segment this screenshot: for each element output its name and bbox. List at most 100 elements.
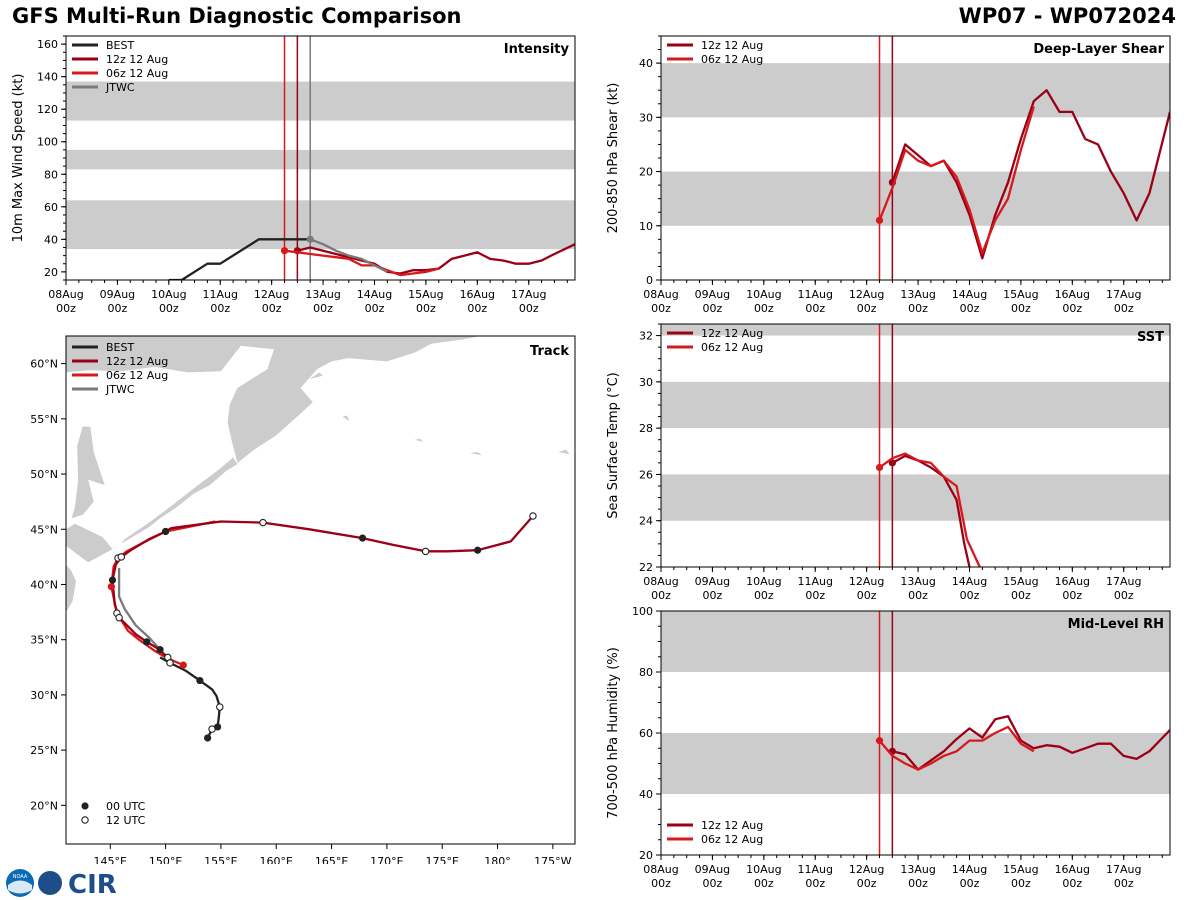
x-tick-label: 14Aug 00z — [952, 863, 987, 890]
y-tick-label: 40 — [44, 233, 58, 246]
tracks-group — [107, 512, 537, 742]
x-tick-date: 16Aug — [1055, 863, 1090, 876]
y-tick-label: 20 — [639, 166, 653, 179]
track-line-run06z — [110, 520, 216, 667]
x-tick-hour: 00z — [416, 302, 436, 315]
track-marker-00utc — [161, 527, 170, 536]
track-line-jtwc — [117, 567, 161, 651]
legend-label: 12z 12 Aug — [701, 327, 763, 340]
landmass — [66, 336, 481, 463]
threshold-band — [661, 171, 1170, 226]
x-tick-label: 14Aug 00z — [357, 288, 392, 315]
track-marker-12utc — [117, 553, 126, 561]
cira-logo-text: CIRA — [68, 870, 116, 900]
x-tick-date: 17Aug — [1106, 863, 1141, 876]
x-tick-hour: 00z — [960, 589, 980, 602]
x-tick-date: 13Aug — [305, 288, 340, 301]
x-tick-label: 12Aug 00z — [254, 288, 289, 315]
y-tick-label: 100 — [37, 136, 58, 149]
x-tick-label: 15Aug 00z — [1003, 863, 1038, 890]
x-tick-hour: 00z — [857, 589, 877, 602]
series-start-marker — [888, 459, 896, 467]
series-line-run12z — [891, 454, 971, 567]
land-group — [66, 336, 570, 613]
threshold-band — [661, 733, 1170, 794]
track-marker-00utc — [196, 676, 204, 685]
x-tick-date: 16Aug — [1055, 575, 1090, 588]
panel-title: Track — [530, 344, 569, 359]
x-tick-hour: 00z — [857, 877, 877, 890]
x-tick-date: 14Aug — [952, 863, 987, 876]
x-tick-date: 12Aug — [254, 288, 289, 301]
figure-title: GFS Multi-Run Diagnostic Comparison — [12, 4, 462, 28]
x-tick-hour: 00z — [651, 302, 671, 315]
x-tick-hour: 00z — [908, 877, 928, 890]
legend-label: 00 UTC — [106, 800, 146, 813]
x-tick-label: 16Aug 00z — [1055, 288, 1090, 315]
threshold-band — [661, 611, 1170, 672]
legend-marker-00utc — [81, 802, 89, 810]
x-tick-label: 11Aug 00z — [798, 863, 833, 890]
lon-tick-label: 145°E — [94, 855, 127, 864]
track-marker-00utc — [156, 646, 164, 654]
y-axis-label: 10m Max Wind Speed (kt) — [11, 74, 26, 243]
x-tick-label: 11Aug 00z — [798, 575, 833, 602]
x-tick-label: 10Aug 00z — [151, 288, 186, 315]
x-tick-label: 13Aug 00z — [305, 288, 340, 315]
x-tick-label: 15Aug 00z — [408, 288, 443, 315]
lat-tick-label: 25°N — [30, 744, 58, 757]
y-tick-label: 160 — [37, 38, 58, 51]
y-tick-label: 26 — [639, 468, 653, 481]
x-tick-hour: 00z — [805, 302, 825, 315]
threshold-band — [66, 81, 575, 121]
series-line-run12z — [892, 715, 1170, 771]
x-tick-date: 13Aug — [900, 863, 935, 876]
lon-tick-label: 165°E — [315, 855, 348, 864]
x-tick-label: 09Aug 00z — [695, 288, 730, 315]
legend-label: 06z 12 Aug — [106, 67, 168, 80]
track-line-run12z — [111, 515, 534, 659]
lat-tick-label: 60°N — [30, 358, 58, 371]
x-tick-hour: 00z — [1062, 589, 1082, 602]
legend-marker-12utc — [81, 816, 89, 824]
x-tick-hour: 00z — [754, 589, 774, 602]
threshold-band — [661, 324, 1170, 336]
x-tick-label: 13Aug 00z — [900, 288, 935, 315]
x-tick-hour: 00z — [467, 302, 487, 315]
landmass — [66, 523, 113, 563]
landmass — [414, 438, 424, 442]
x-tick-date: 11Aug — [798, 288, 833, 301]
y-tick-label: 0 — [646, 274, 653, 287]
x-tick-date: 08Aug — [48, 288, 83, 301]
x-tick-date: 15Aug — [1003, 288, 1038, 301]
landmass — [558, 449, 570, 455]
series-line-run06z — [878, 725, 1035, 771]
x-tick-label: 16Aug 00z — [1055, 575, 1090, 602]
x-tick-label: 10Aug 00z — [746, 288, 781, 315]
lon-tick-label: 175°E — [425, 855, 458, 864]
y-tick-label: 32 — [639, 330, 653, 343]
x-tick-label: 08Aug 00z — [643, 575, 678, 602]
landmass — [342, 415, 350, 421]
series-line-best — [168, 238, 311, 280]
x-tick-hour: 00z — [651, 589, 671, 602]
track-marker-00utc — [107, 583, 115, 591]
x-tick-date: 17Aug — [1106, 288, 1141, 301]
y-tick-label: 30 — [639, 111, 653, 124]
x-tick-date: 09Aug — [695, 863, 730, 876]
x-tick-label: 08Aug 00z — [643, 288, 678, 315]
x-tick-date: 08Aug — [643, 863, 678, 876]
lon-tick-label: 150°E — [149, 855, 182, 864]
x-tick-label: 16Aug 00z — [460, 288, 495, 315]
x-tick-label: 14Aug 00z — [952, 288, 987, 315]
x-tick-hour: 00z — [703, 877, 723, 890]
x-tick-label: 11Aug 00z — [203, 288, 238, 315]
legend-label: BEST — [106, 341, 134, 354]
y-axis-label: 200-850 hPa Shear (kt) — [606, 83, 621, 234]
x-tick-hour: 00z — [651, 877, 671, 890]
landmass — [469, 452, 483, 456]
x-tick-label: 14Aug 00z — [952, 575, 987, 602]
x-tick-hour: 00z — [857, 302, 877, 315]
x-tick-label: 09Aug 00z — [100, 288, 135, 315]
x-tick-hour: 00z — [1011, 877, 1031, 890]
